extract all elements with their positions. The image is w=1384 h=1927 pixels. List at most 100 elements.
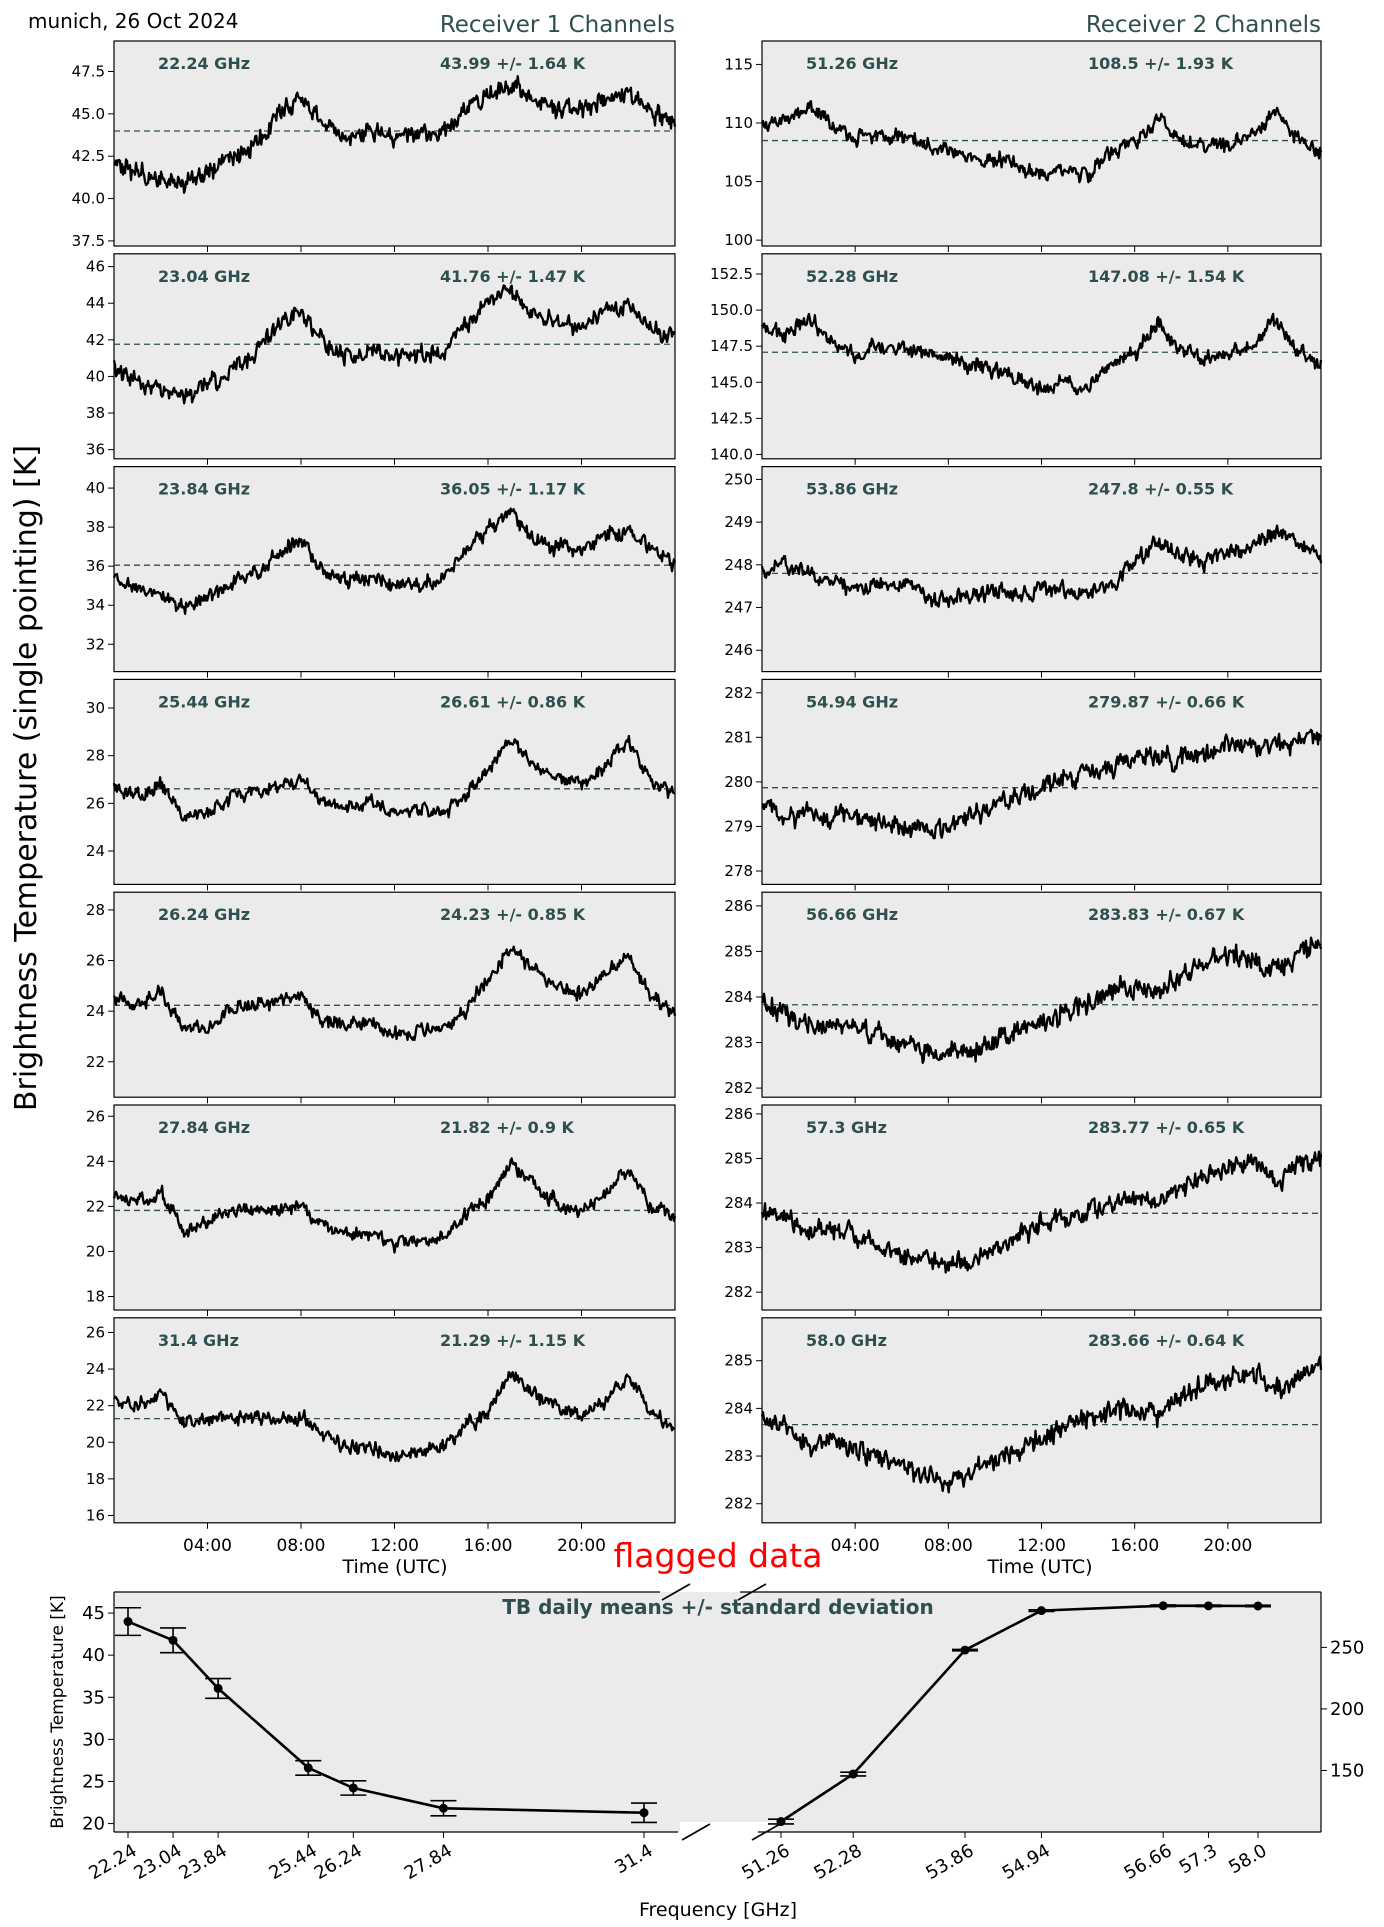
- panel-rx2-ch6: 282 283 284 285 286 57.3 GHz 283.77 +/- 0.65 K: [724, 1104, 1323, 1316]
- brightness-temperature-trace: [761, 100, 1323, 184]
- panel-background: [761, 678, 1322, 886]
- flagged-data-label: flagged data: [614, 1536, 823, 1575]
- panel-background: [113, 1104, 676, 1311]
- mean-point: [1036, 1606, 1046, 1616]
- panel-rx1-ch5: 22 24 26 28 26.24 GHz 24.23 +/- 0.85 K: [86, 891, 677, 1104]
- y-tick-label: 284: [724, 1194, 753, 1212]
- y-tick-label: 30: [86, 699, 105, 717]
- summary-x-axis-title: Frequency [GHz]: [639, 1899, 797, 1921]
- summary-x-tick-label: 54.94: [999, 1840, 1054, 1884]
- brightness-temperature-trace: [112, 507, 677, 615]
- axis-break-mark: [737, 1583, 767, 1601]
- panel-rx1-ch7: 16 18 20 22 24 26 31.4 GHz 21.29 +/- 1.15 K 04:0…: [86, 1317, 676, 1556]
- channel-mean-std-label: 21.29 +/- 1.15 K: [440, 1331, 586, 1350]
- mean-point: [348, 1783, 358, 1793]
- y-tick-label: 46: [86, 258, 105, 276]
- channel-mean-std-label: 247.8 +/- 0.55 K: [1088, 480, 1234, 499]
- y-tick-label: 26: [86, 794, 105, 812]
- summary-x-tick-label: 26.24: [311, 1840, 366, 1884]
- summary-x-tick-label: 23.04: [130, 1840, 185, 1884]
- panel-rx2-ch4: 278 279 280 281 282 54.94 GHz 279.87 +/- 0.66 …: [724, 678, 1323, 891]
- brightness-temperature-trace: [760, 1150, 1323, 1274]
- y-tick-label: 283: [724, 1447, 753, 1465]
- y-tick-label: 18: [86, 1287, 105, 1305]
- summary-x-tick-label: 58.0: [1225, 1840, 1270, 1878]
- x-tick-label: 16:00: [464, 1536, 513, 1556]
- summary-x-tick-label: 51.26: [738, 1840, 793, 1884]
- mean-point: [213, 1683, 223, 1693]
- channel-frequency-label: 22.24 GHz: [158, 54, 250, 73]
- brightness-temperature-trace: [760, 312, 1323, 396]
- y-tick-label: 250: [724, 470, 753, 488]
- y-tick-label: 20: [86, 1242, 105, 1260]
- channel-frequency-label: 56.66 GHz: [806, 905, 898, 924]
- y-tick-label: 40.0: [72, 190, 105, 208]
- x-tick-label: 12:00: [1017, 1536, 1066, 1556]
- brightness-temperature-trace: [761, 936, 1323, 1064]
- summary-y-tick-label: 20: [82, 1814, 105, 1835]
- channel-frequency-label: 25.44 GHz: [158, 692, 250, 711]
- y-tick-label: 100: [724, 231, 753, 249]
- summary-panel: TB daily means +/- standard deviation Bri…: [48, 1583, 1364, 1921]
- summary-y-tick-label: 40: [82, 1645, 105, 1666]
- y-tick-label: 24: [86, 1360, 105, 1378]
- axis-break-mark: [751, 1823, 781, 1841]
- y-tick-label: 40: [86, 479, 105, 497]
- mean-point: [1253, 1601, 1263, 1611]
- y-tick-label: 248: [724, 556, 753, 574]
- location-date: munich, 26 Oct 2024: [28, 9, 238, 33]
- y-tick-label: 285: [724, 942, 753, 960]
- panel-background: [113, 466, 676, 673]
- summary-y-tick-label: 25: [82, 1771, 105, 1792]
- panel-rx2-ch2: 140.0 142.5 145.0 147.5 150.0 152.5 52.28 GHz 1…: [710, 253, 1323, 465]
- y-tick-label: 22: [86, 1397, 105, 1415]
- mean-point: [438, 1803, 448, 1813]
- y-tick-label: 150.0: [710, 301, 753, 319]
- channel-mean-std-label: 283.66 +/- 0.64 K: [1088, 1331, 1245, 1350]
- mean-point: [1158, 1601, 1168, 1611]
- y-tick-label: 284: [724, 1399, 753, 1417]
- x-tick-label: 16:00: [1110, 1536, 1159, 1556]
- y-tick-label: 247: [724, 599, 753, 617]
- y-tick-label: 24: [86, 1152, 105, 1170]
- y-tick-label: 283: [724, 1034, 753, 1052]
- y-tick-label: 152.5: [710, 265, 753, 283]
- y-tick-label: 147.5: [710, 337, 753, 355]
- channel-mean-std-label: 283.83 +/- 0.67 K: [1088, 905, 1245, 924]
- brightness-temperature-trace: [113, 74, 677, 194]
- panel-rx1-ch2: 36 38 40 42 44 46 23.04 GHz 41.76 +/- 1.47 K: [86, 253, 677, 465]
- y-tick-label: 280: [724, 773, 753, 791]
- y-tick-label: 38: [86, 518, 105, 536]
- y-tick-label: 36: [86, 441, 105, 459]
- summary-title: TB daily means +/- standard deviation: [502, 1595, 934, 1619]
- panel-rx2-ch5: 282 283 284 285 286 56.66 GHz 283.83 +/- 0.67 …: [724, 891, 1323, 1104]
- x-tick-label: 12:00: [370, 1536, 419, 1556]
- y-tick-label: 115: [724, 55, 753, 73]
- y-tick-label: 36: [86, 557, 105, 575]
- x-tick-label: 08:00: [924, 1536, 973, 1556]
- y-tick-label: 44: [86, 294, 105, 312]
- panel-background: [761, 891, 1322, 1098]
- y-tick-label: 45.0: [72, 105, 105, 123]
- y-tick-label: 16: [86, 1506, 105, 1524]
- channel-mean-std-label: 26.61 +/- 0.86 K: [440, 692, 586, 711]
- y-tick-label: 47.5: [72, 62, 105, 80]
- channel-frequency-label: 57.3 GHz: [806, 1118, 887, 1137]
- channel-mean-std-label: 147.08 +/- 1.54 K: [1088, 267, 1245, 286]
- channel-mean-std-label: 43.99 +/- 1.64 K: [440, 54, 586, 73]
- timeseries-panels: 37.5 40.0 42.5 45.0 47.5 22.24 GHz 43.99 +/- 1…: [72, 40, 1323, 1556]
- mean-point: [960, 1645, 970, 1655]
- channel-mean-std-label: 41.76 +/- 1.47 K: [440, 267, 586, 286]
- summary-x-tick-label: 22.24: [85, 1840, 140, 1884]
- y-tick-label: 38: [86, 404, 105, 422]
- channel-frequency-label: 53.86 GHz: [806, 480, 898, 499]
- y-tick-label: 22: [86, 1197, 105, 1215]
- axis-break-gap: [680, 1822, 775, 1834]
- y-tick-label: 22: [86, 1053, 105, 1071]
- brightness-temperature-trace: [112, 945, 677, 1042]
- brightness-temperature-trace: [760, 524, 1323, 609]
- y-tick-label: 37.5: [72, 232, 105, 250]
- y-tick-label: 281: [724, 728, 753, 746]
- summary-x-tick-label: 56.66: [1121, 1840, 1176, 1884]
